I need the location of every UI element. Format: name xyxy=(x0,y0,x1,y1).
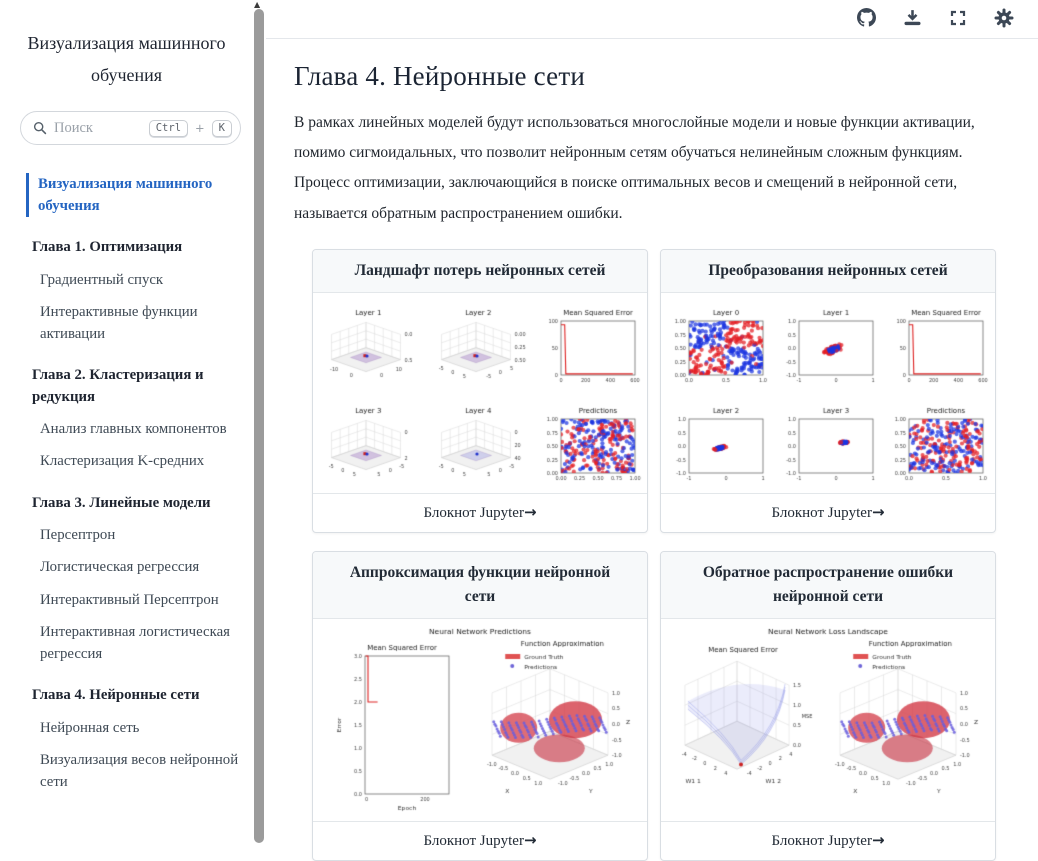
card-title: Обратное распространение ошибки нейронно… xyxy=(661,551,995,619)
sidebar-caption-chapter-4: Глава 4. Нейронные сети xyxy=(32,687,200,704)
sidebar-item-pca[interactable]: Анализ главных компонентов xyxy=(40,421,227,438)
sidebar-nav: Визуализация машинного обучения Глава 1. … xyxy=(0,157,253,823)
sidebar-scrollbar[interactable]: ▲ xyxy=(253,0,266,843)
card-loss-landscape: Ландшафт потерь нейронных сетей Блокнот … xyxy=(312,248,648,533)
sidebar-item-neural-network[interactable]: Нейронная сеть xyxy=(40,719,140,736)
fullscreen-icon[interactable] xyxy=(949,9,967,30)
sidebar-caption-chapter-1: Глава 1. Оптимизация xyxy=(32,239,183,256)
search-input[interactable]: Поиск Ctrl + K xyxy=(20,111,241,145)
page-title: Глава 4. Нейронные сети xyxy=(294,61,586,91)
arrow-right-icon: → xyxy=(523,830,537,849)
kbd-ctrl: Ctrl xyxy=(148,119,189,137)
topbar xyxy=(266,0,1038,39)
sidebar: Визуализация машинного обучения Поиск Ct… xyxy=(0,0,253,843)
sidebar-item-ml-visualization[interactable]: Визуализация машинного обучения xyxy=(26,173,241,218)
jupyter-notebook-link[interactable]: Блокнот Jupyter→ xyxy=(313,492,647,532)
jupyter-notebook-link[interactable]: Блокнот Jupyter→ xyxy=(313,820,647,860)
jupyter-notebook-link[interactable]: Блокнот Jupyter→ xyxy=(661,492,995,532)
jupyter-notebook-link[interactable]: Блокнот Jupyter→ xyxy=(661,820,995,860)
scrollbar-up-arrow-icon[interactable]: ▲ xyxy=(254,0,261,9)
sidebar-caption-chapter-3: Глава 3. Линейные модели xyxy=(32,494,211,511)
figure-backpropagation xyxy=(663,619,993,820)
download-icon[interactable] xyxy=(903,8,922,30)
cards-grid: Ландшафт потерь нейронных сетей Блокнот … xyxy=(312,248,1016,861)
card-title: Преобразования нейронных сетей xyxy=(661,249,995,293)
github-icon[interactable] xyxy=(857,8,876,30)
sidebar-item-interactive-activations[interactable]: Интерактивные функции активации xyxy=(40,304,198,343)
card-backpropagation: Обратное распространение ошибки нейронно… xyxy=(660,550,996,861)
site-title: Визуализация машинного обучения xyxy=(27,33,226,85)
sidebar-item-interactive-perceptron[interactable]: Интерактивный Персептрон xyxy=(40,591,219,608)
sidebar-item-nn-weights-visualization[interactable]: Визуализация весов нейронной сети xyxy=(40,751,239,790)
kbd-k: K xyxy=(211,119,232,137)
settings-gear-icon[interactable] xyxy=(994,8,1014,31)
sidebar-item-logistic-regression[interactable]: Логистическая регрессия xyxy=(40,559,200,576)
sidebar-item-perceptron[interactable]: Персептрон xyxy=(40,527,116,544)
card-title: Ландшафт потерь нейронных сетей xyxy=(313,249,647,293)
search-icon xyxy=(33,121,47,135)
intro-paragraph: В рамках линейных моделей будут использо… xyxy=(294,114,975,222)
sidebar-item-interactive-logistic-regression[interactable]: Интерактивная логистическая регрессия xyxy=(40,623,230,662)
card-title: Аппроксимация функции нейронной сети xyxy=(313,551,647,619)
kbd-plus: + xyxy=(195,121,205,135)
search-placeholder: Поиск xyxy=(54,119,93,136)
main-area: Глава 4. Нейронные сети В рамках линейны… xyxy=(266,0,1038,861)
page-content: Глава 4. Нейронные сети В рамках линейны… xyxy=(266,39,1038,861)
sidebar-item-gradient-descent[interactable]: Градиентный спуск xyxy=(40,271,164,288)
arrow-right-icon: → xyxy=(523,502,537,521)
arrow-right-icon: → xyxy=(871,502,885,521)
card-function-approximation: Аппроксимация функции нейронной сети Бло… xyxy=(312,550,648,861)
figure-loss-landscape xyxy=(315,293,645,492)
figure-function-approximation xyxy=(315,619,645,820)
sidebar-caption-chapter-2: Глава 2. Кластеризация и редукция xyxy=(32,367,204,405)
arrow-right-icon: → xyxy=(871,830,885,849)
card-transformations: Преобразования нейронных сетей Блокнот J… xyxy=(660,248,996,533)
sidebar-item-kmeans[interactable]: Кластеризация K-средних xyxy=(40,453,205,470)
figure-transformations xyxy=(663,293,993,492)
scrollbar-thumb[interactable] xyxy=(254,9,264,843)
